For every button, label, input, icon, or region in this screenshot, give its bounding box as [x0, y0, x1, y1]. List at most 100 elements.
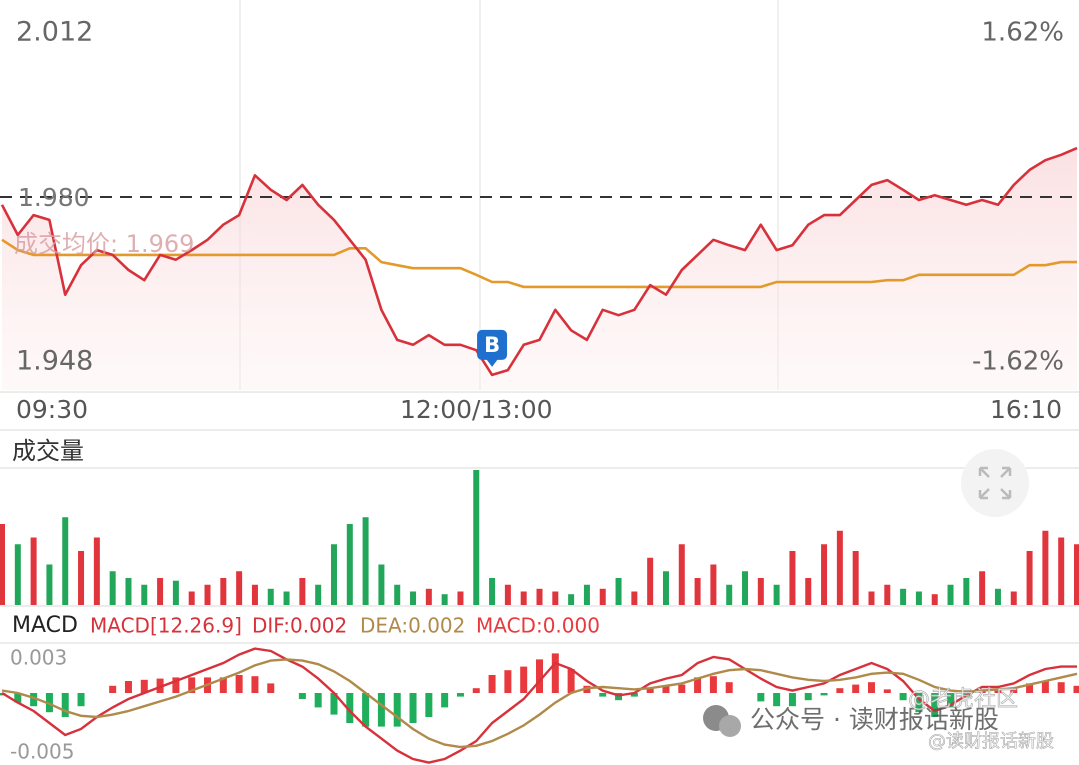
volume-bar [789, 551, 796, 605]
volume-bar [362, 517, 369, 605]
volume-bar [852, 551, 859, 605]
volume-bar [900, 588, 907, 605]
buy-marker-bg [477, 329, 508, 360]
macd-bar [630, 693, 638, 697]
expand-button[interactable] [961, 449, 1029, 517]
macd-bar [172, 677, 180, 693]
macd-bar [520, 666, 528, 693]
macd-line [1, 647, 1077, 764]
macd-bar [362, 693, 370, 727]
volume-bar [236, 571, 243, 605]
macd-bar [472, 688, 480, 693]
price-area [2, 148, 1077, 390]
volume-bar [1058, 537, 1065, 605]
volume-bar [963, 578, 970, 605]
macd-bar [77, 693, 85, 707]
average-label: 成交均价: 1.969 [14, 230, 194, 258]
volume-bar [425, 588, 432, 605]
macd-bar [599, 693, 607, 697]
y-tick-label: 1.948 [16, 346, 93, 377]
volume-bar [615, 578, 622, 605]
volume-bar [726, 584, 733, 605]
volume-bar [836, 530, 843, 605]
volume-bar [884, 584, 891, 605]
macd-bar [725, 682, 733, 693]
macd-bar [504, 670, 512, 693]
volume-bar [915, 591, 922, 605]
volume-bar [504, 584, 511, 605]
macd-bar [567, 669, 575, 693]
legend-entry: DIF:0.002 [252, 614, 347, 638]
macd-params: MACD[12.26.9] [90, 614, 242, 638]
macd-bar [298, 693, 306, 699]
macd-bar [836, 688, 844, 693]
volume-bar [1010, 591, 1017, 605]
volume-bar [93, 537, 100, 605]
buy-marker-text: B [484, 333, 500, 357]
macd-bar [551, 653, 559, 693]
macd-bar [1073, 685, 1079, 693]
volume-bar [394, 584, 401, 605]
macd-bar [393, 693, 401, 727]
macd-bar [994, 690, 1002, 693]
macd-bar [456, 693, 464, 697]
expand-bg [961, 449, 1029, 517]
macd-bar [377, 693, 385, 727]
macd-bar [61, 693, 69, 717]
macd-bar [330, 693, 338, 715]
panel-title: 成交量 [12, 437, 84, 465]
volume-bar [204, 584, 211, 605]
legend-entry: MACD:0.000 [476, 614, 600, 638]
macd-bar [820, 693, 828, 696]
macd-bar [441, 693, 449, 708]
x-tick-label: 09:30 [16, 395, 88, 424]
volume-bar [583, 584, 590, 605]
watermark: 公众号 · 读财报话新股 @老虎社区 @读财报话新股 [703, 687, 1054, 752]
reference-label: 1.980 [18, 183, 90, 212]
macd-bar [773, 693, 781, 707]
volume-bar [631, 591, 638, 605]
volume-bar [552, 591, 559, 605]
volume-bar [947, 584, 954, 605]
volume-bar [267, 588, 274, 605]
plot-layer: 2.012 1.948 1.62% -1.62% 1.980 成交均价: 1.969 09:… [0, 17, 1079, 764]
volume-bar [647, 557, 654, 605]
buy-marker-tip [486, 358, 499, 367]
volume-bar [78, 551, 85, 605]
macd-bar [757, 693, 765, 702]
volume-bar [251, 584, 258, 605]
volume-bar [868, 591, 875, 605]
volume-bar [805, 578, 812, 605]
volume-bar [742, 571, 749, 605]
volume-bar [283, 591, 290, 605]
macd-bar [235, 675, 243, 693]
volume-bar [46, 564, 53, 605]
volume-bar [172, 580, 179, 605]
volume-bar [330, 544, 337, 605]
macd-bar [788, 693, 796, 707]
macd-bar [409, 693, 417, 723]
volume-bar [662, 571, 669, 605]
volume-bar [220, 578, 227, 605]
price-line [0, 146, 1078, 377]
macd-bar [30, 693, 38, 707]
volume-bar [1026, 551, 1033, 605]
macd-bar [346, 693, 354, 723]
volume-bar [346, 524, 353, 605]
macd-bar [899, 693, 907, 701]
volume-bar [536, 588, 543, 605]
volume-bar [157, 578, 164, 605]
macd-bar [124, 681, 132, 693]
macd-bar [14, 693, 22, 703]
volume-bar [678, 544, 685, 605]
volume-bar [520, 591, 527, 605]
macd-bar [883, 689, 891, 693]
volume-bar [441, 594, 448, 605]
macd-bar [931, 693, 939, 717]
macd-bar [646, 688, 654, 693]
volume-bar [710, 564, 717, 605]
y-tick-label: 0.003 [10, 646, 67, 670]
macd-bar [947, 693, 955, 708]
macd-bar [678, 684, 686, 693]
